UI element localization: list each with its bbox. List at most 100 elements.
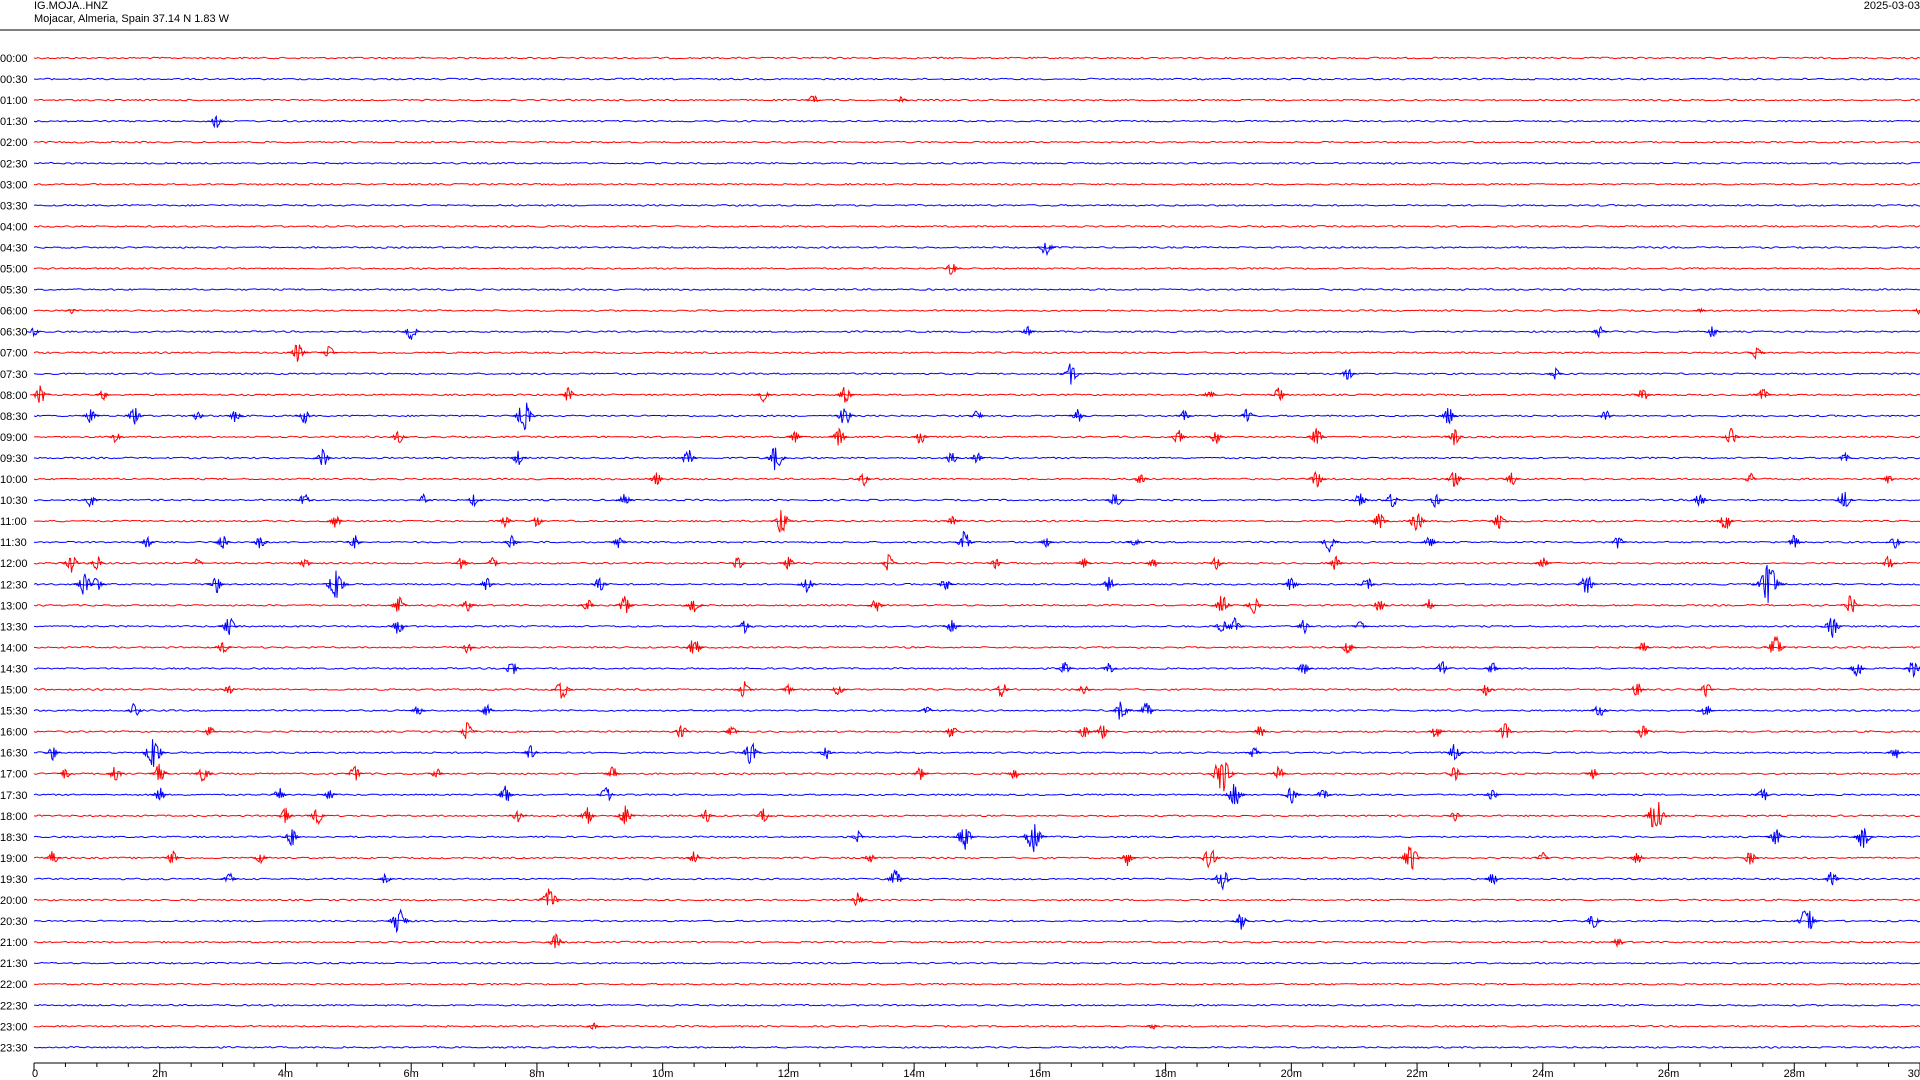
time-label-10:30: 10:30 — [0, 495, 28, 507]
event-12:30-11 — [1575, 575, 1598, 593]
event-18:00-7 — [1446, 812, 1464, 822]
event-13:00-2 — [577, 599, 596, 610]
event-12:30-12 — [1752, 565, 1787, 603]
event-17:30-4 — [596, 786, 616, 802]
event-01:30-0 — [207, 114, 226, 129]
trace-20:30 — [33, 919, 1920, 923]
event-11:30-1 — [213, 536, 232, 549]
trace-20:00 — [33, 898, 1920, 902]
event-14:30-6 — [1847, 664, 1867, 677]
event-15:30-4 — [1110, 701, 1133, 720]
event-08:30-0 — [81, 409, 100, 423]
station-location: Mojacar, Almeria, Spain 37.14 N 1.83 W — [34, 13, 230, 25]
time-label-21:00: 21:00 — [0, 937, 28, 949]
event-19:00-2 — [252, 854, 269, 865]
event-10:30-1 — [295, 493, 314, 504]
event-14:30-4 — [1433, 661, 1452, 675]
time-label-15:00: 15:00 — [0, 685, 28, 697]
trace-12:30 — [33, 582, 1920, 586]
event-18:30-3 — [1019, 824, 1047, 852]
event-11:30-4 — [502, 534, 521, 549]
event-10:00-7 — [1880, 475, 1896, 484]
event-17:00-4 — [345, 765, 364, 781]
event-19:30-4 — [1483, 874, 1502, 886]
event-18:30-0 — [281, 829, 302, 847]
event-20:30-2 — [1583, 916, 1602, 929]
event-16:30-6 — [1444, 744, 1465, 761]
event-13:00-9 — [1420, 599, 1439, 610]
event-13:30-5 — [1224, 617, 1245, 631]
event-08:00-5 — [1201, 391, 1218, 397]
trace-13:30 — [33, 624, 1920, 628]
time-label-19:00: 19:00 — [0, 853, 28, 865]
event-17:30-2 — [321, 790, 338, 800]
time-label-01:00: 01:00 — [0, 95, 28, 107]
event-10:30-4 — [615, 494, 634, 504]
event-18:00-0 — [276, 807, 295, 823]
event-11:30-3 — [345, 535, 364, 549]
event-11:00-4 — [943, 515, 961, 525]
event-08:30-6 — [833, 408, 857, 424]
event-11:30-7 — [1038, 538, 1055, 549]
event-19:30-1 — [377, 872, 395, 884]
trace-04:00 — [34, 224, 1920, 228]
trace-02:00 — [33, 140, 1920, 144]
trace-17:00 — [33, 772, 1920, 776]
event-12:30-7 — [936, 580, 955, 591]
event-19:00-7 — [1397, 846, 1424, 871]
event-12:30-4 — [477, 577, 496, 591]
trace-17:30 — [33, 793, 1920, 797]
event-17:00-6 — [602, 766, 622, 777]
event-06:30-2 — [1019, 325, 1036, 336]
time-label-14:30: 14:30 — [0, 664, 28, 676]
event-16:00-1 — [457, 722, 478, 740]
event-17:00-0 — [57, 768, 74, 779]
event-12:00-7 — [779, 556, 798, 570]
trace-14:00 — [33, 645, 1920, 649]
x-tick-label-26: 26m — [1658, 1068, 1679, 1080]
event-11:30-9 — [1318, 538, 1340, 553]
event-01:00-0 — [805, 95, 822, 103]
x-tick-label-12: 12m — [778, 1068, 799, 1080]
event-10:00-0 — [647, 472, 666, 486]
time-label-09:30: 09:30 — [0, 453, 28, 465]
event-15:30-7 — [1697, 705, 1716, 715]
event-09:30-2 — [677, 450, 698, 464]
event-13:00-10 — [1840, 595, 1862, 613]
event-19:00-1 — [163, 850, 182, 864]
x-tick-label-16: 16m — [1029, 1068, 1050, 1080]
trace-13:00 — [33, 603, 1920, 607]
event-15:30-2 — [477, 703, 496, 716]
event-16:00-8 — [1426, 728, 1445, 738]
time-label-group: 00:00 00:30 01:00 01:30 02:00 02:30 03:00 03:30… — [0, 53, 28, 1054]
event-19:00-5 — [1118, 854, 1137, 866]
event-18:30-4 — [1765, 829, 1786, 845]
event-20:00-0 — [536, 888, 563, 906]
event-17:00-1 — [105, 766, 125, 781]
event-16:30-7 — [1885, 749, 1904, 759]
event-16:00-2 — [671, 724, 691, 738]
event-06:00-0 — [64, 308, 79, 315]
event-17:00-11 — [1445, 767, 1464, 782]
event-11:00-0 — [326, 515, 345, 528]
event-07:30-2 — [1546, 367, 1564, 380]
event-09:30-0 — [313, 448, 333, 466]
event-12:00-13 — [1326, 555, 1345, 570]
event-08:30-7 — [968, 410, 986, 420]
time-label-02:30: 02:30 — [0, 158, 28, 170]
event-11:00-1 — [496, 516, 514, 529]
event-13:30-2 — [735, 620, 753, 635]
trace-08:30 — [33, 414, 1920, 418]
event-11:00-3 — [769, 510, 795, 533]
event-18:30-2 — [952, 828, 977, 850]
time-label-07:30: 07:30 — [0, 369, 28, 381]
event-14:30-7 — [1903, 662, 1920, 679]
event-21:00-1 — [1609, 937, 1627, 948]
event-15:30-5 — [1136, 702, 1157, 715]
trace-10:00 — [33, 477, 1920, 481]
trace-group — [26, 56, 1920, 1049]
trace-04:30 — [33, 246, 1920, 249]
event-18:00-1 — [306, 808, 327, 825]
event-13:00-0 — [388, 595, 408, 612]
